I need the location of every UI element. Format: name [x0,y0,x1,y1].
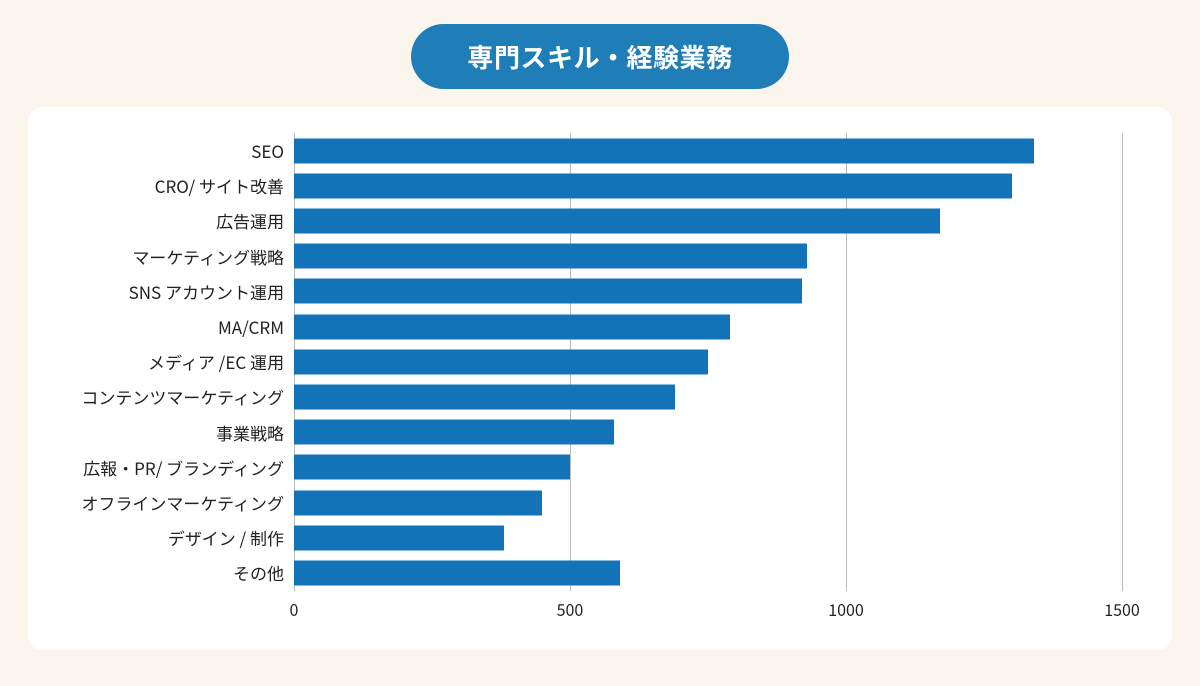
x-tick-label: 1500 [1104,597,1140,621]
y-tick-label: マーケティング戦略 [38,239,294,274]
bar-row [294,379,1122,414]
bar-row [294,309,1122,344]
y-tick-label: MA/CRM [38,309,294,344]
bar [294,349,708,374]
page: 専門スキル・経験業務 SEOCRO/ サイト改善広告運用マーケティング戦略SNS… [0,0,1200,686]
bar [294,490,542,515]
y-tick-label: CRO/ サイト改善 [38,168,294,203]
bar-row [294,239,1122,274]
bar-row [294,450,1122,485]
bar [294,384,675,409]
bar [294,420,614,445]
y-tick-label: デザイン / 制作 [38,520,294,555]
y-tick-label: 事業戦略 [38,415,294,450]
gridline [1122,133,1123,591]
y-tick-label: SEO [38,133,294,168]
bar-row [294,203,1122,238]
bars-area [294,133,1122,591]
bar-row [294,133,1122,168]
bar-chart: SEOCRO/ サイト改善広告運用マーケティング戦略SNS アカウント運用MA/… [38,133,1122,624]
y-tick-label: コンテンツマーケティング [38,379,294,414]
bar [294,314,730,339]
bar-row [294,485,1122,520]
bar [294,138,1034,163]
x-tick-label: 1000 [828,597,864,621]
y-tick-label: 広報・PR/ ブランディング [38,450,294,485]
bar [294,173,1012,198]
y-axis-labels: SEOCRO/ サイト改善広告運用マーケティング戦略SNS アカウント運用MA/… [38,133,294,591]
bar-row [294,344,1122,379]
bar-row [294,415,1122,450]
bar [294,525,504,550]
chart-card: SEOCRO/ サイト改善広告運用マーケティング戦略SNS アカウント運用MA/… [28,107,1172,650]
bar [294,244,807,269]
bar-row [294,168,1122,203]
bar [294,208,940,233]
chart-title-text: 専門スキル・経験業務 [467,38,732,75]
y-tick-label: 広告運用 [38,203,294,238]
bar [294,279,802,304]
chart-title-pill: 専門スキル・経験業務 [411,24,788,89]
bar-row [294,274,1122,309]
plot-area: 050010001500 [294,133,1122,624]
x-tick-label: 0 [290,597,299,621]
bar-row [294,520,1122,555]
y-tick-label: その他 [38,555,294,590]
x-tick-label: 500 [557,597,584,621]
bar-row [294,555,1122,590]
bar [294,560,620,585]
y-tick-label: メディア /EC 運用 [38,344,294,379]
y-tick-label: SNS アカウント運用 [38,274,294,309]
bar [294,455,570,480]
x-axis: 050010001500 [294,591,1122,619]
y-tick-label: オフラインマーケティング [38,485,294,520]
